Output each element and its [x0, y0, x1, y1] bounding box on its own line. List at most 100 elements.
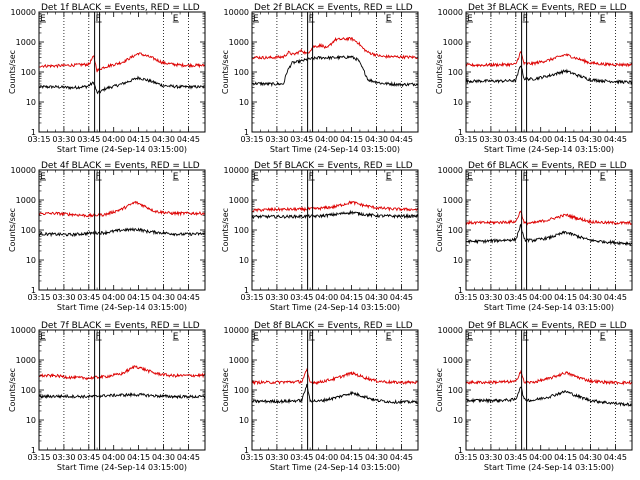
series-events	[38, 75, 206, 95]
y-tick-label: 1	[244, 286, 249, 295]
series-events	[38, 392, 206, 400]
x-tick-label: 04:45	[390, 293, 413, 302]
edge-marker: F	[96, 332, 101, 342]
series-lld	[252, 36, 419, 60]
x-tick-label: 03:15	[454, 453, 477, 462]
x-axis-label: Start Time (24-Sep-14 03:15:00)	[484, 463, 614, 472]
x-tick-label: 03:30	[479, 135, 502, 144]
y-tick-label: 10000	[438, 8, 463, 17]
x-tick-label: 04:30	[152, 453, 175, 462]
x-tick-label: 04:15	[340, 135, 363, 144]
x-tick-label: 03:45	[77, 135, 100, 144]
edge-marker: E	[467, 14, 473, 24]
series-lld	[465, 50, 633, 68]
x-tick-label: 04:45	[604, 135, 627, 144]
x-tick-label: 04:15	[340, 453, 363, 462]
x-tick-label: 03:30	[265, 135, 288, 144]
y-axis-label: Counts/sec	[221, 368, 230, 412]
series-events	[38, 227, 206, 238]
x-tick-label: 03:30	[52, 293, 75, 302]
y-axis-label: Counts/sec	[8, 208, 17, 252]
series-events	[465, 223, 633, 247]
x-tick-label: 04:15	[554, 453, 577, 462]
x-axis-label: Start Time (24-Sep-14 03:15:00)	[484, 145, 614, 154]
series-lld	[465, 210, 633, 226]
edge-marker: E	[600, 172, 606, 182]
x-tick-label: 03:30	[52, 135, 75, 144]
x-tick-label: 03:45	[504, 293, 527, 302]
x-tick-label: 04:45	[390, 453, 413, 462]
panel-title: Det 2f BLACK = Events, RED = LLD	[254, 3, 413, 13]
y-tick-label: 1	[31, 446, 36, 455]
y-tick-label: 10000	[11, 8, 36, 17]
y-tick-label: 1	[31, 128, 36, 137]
x-tick-label: 04:30	[579, 135, 602, 144]
y-tick-label: 1000	[16, 356, 36, 365]
x-axis-label: Start Time (24-Sep-14 03:15:00)	[484, 303, 614, 312]
edge-marker: F	[523, 172, 528, 182]
y-tick-label: 1000	[16, 196, 36, 205]
x-tick-label: 03:45	[77, 293, 100, 302]
edge-marker: E	[40, 332, 46, 342]
panel-title: Det 4f BLACK = Events, RED = LLD	[41, 161, 200, 171]
edge-marker: F	[309, 332, 314, 342]
y-tick-label: 10	[453, 256, 463, 265]
y-tick-label: 10000	[11, 326, 36, 335]
series-events	[465, 386, 633, 407]
series-events	[465, 65, 633, 86]
x-tick-label: 04:45	[390, 135, 413, 144]
x-tick-label: 03:45	[290, 135, 313, 144]
x-axis-label: Start Time (24-Sep-14 03:15:00)	[270, 463, 400, 472]
x-tick-label: 03:30	[265, 293, 288, 302]
edge-marker: E	[386, 14, 392, 24]
edge-marker: E	[253, 332, 259, 342]
y-tick-label: 10000	[438, 166, 463, 175]
x-axis-label: Start Time (24-Sep-14 03:15:00)	[270, 303, 400, 312]
edge-marker: E	[173, 332, 179, 342]
y-axis-label: Counts/sec	[8, 368, 17, 412]
y-tick-label: 1	[458, 446, 463, 455]
edge-marker: E	[467, 172, 473, 182]
edge-marker: F	[523, 332, 528, 342]
x-tick-label: 03:45	[504, 135, 527, 144]
edge-marker: F	[309, 172, 314, 182]
series-lld	[465, 369, 633, 386]
series-events	[251, 383, 419, 405]
x-tick-label: 04:00	[102, 135, 125, 144]
y-tick-label: 100	[448, 68, 463, 77]
edge-marker: E	[386, 172, 392, 182]
series-events	[251, 54, 419, 88]
x-tick-label: 04:00	[315, 293, 338, 302]
x-tick-label: 04:30	[152, 135, 175, 144]
x-tick-label: 03:15	[240, 293, 263, 302]
x-tick-label: 03:30	[265, 453, 288, 462]
y-tick-label: 10	[26, 256, 36, 265]
x-tick-label: 04:00	[529, 135, 552, 144]
x-tick-label: 04:00	[529, 453, 552, 462]
panel-title: Det 1f BLACK = Events, RED = LLD	[41, 3, 200, 13]
y-tick-label: 1000	[443, 356, 463, 365]
x-tick-label: 03:15	[240, 135, 263, 144]
y-tick-label: 1	[458, 286, 463, 295]
x-axis-label: Start Time (24-Sep-14 03:15:00)	[57, 145, 187, 154]
y-tick-label: 10	[26, 98, 36, 107]
x-tick-label: 03:15	[454, 293, 477, 302]
y-axis-label: Counts/sec	[221, 50, 230, 94]
x-tick-label: 04:45	[177, 293, 200, 302]
y-tick-label: 100	[234, 68, 249, 77]
y-tick-label: 10	[453, 416, 463, 425]
edge-marker: F	[309, 14, 314, 24]
panel-title: Det 9f BLACK = Events, RED = LLD	[468, 321, 627, 331]
y-tick-label: 1000	[443, 196, 463, 205]
y-tick-label: 1	[458, 128, 463, 137]
x-tick-label: 04:00	[315, 135, 338, 144]
x-tick-label: 03:45	[504, 453, 527, 462]
x-tick-label: 03:15	[454, 135, 477, 144]
y-tick-label: 1	[244, 128, 249, 137]
